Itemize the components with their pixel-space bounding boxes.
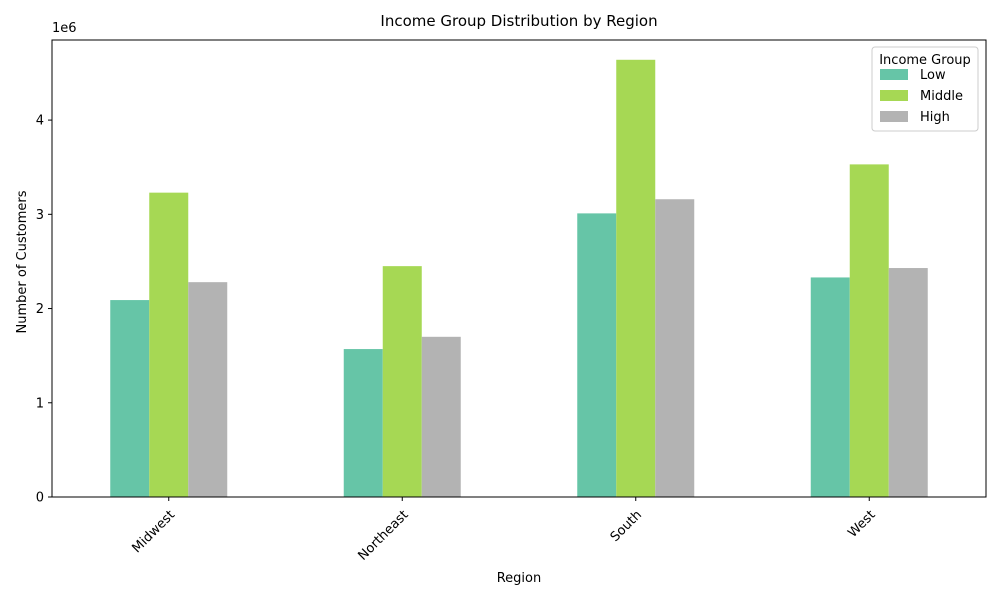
bar-middle-midwest [149,192,189,497]
bar-middle-northeast [382,266,422,497]
y-tick-label: 1 [36,396,44,411]
legend-swatch-low [880,69,908,80]
bar-middle-south [616,59,656,497]
y-axis-label: Number of Customers [15,190,30,333]
plot-frame [51,39,987,498]
x-tick-label: West [845,508,878,541]
legend-swatch-middle [880,90,908,101]
y-tick-label: 2 [36,302,44,317]
legend-label-low: Low [920,68,946,83]
axes-layer [51,39,987,498]
legend-box [871,46,979,132]
legend-swatch-high [880,111,908,122]
y-tick-label: 4 [36,114,44,129]
bar-low-south [577,213,617,497]
x-axis-label: Region [497,571,542,586]
bar-high-midwest [188,282,228,497]
bar-low-midwest [110,300,150,497]
bar-low-northeast [343,349,383,497]
chart-title: Income Group Distribution by Region [380,12,657,30]
x-tick-label: South [608,508,645,545]
legend-label-middle: Middle [920,89,963,104]
x-tick-label: Northeast [356,508,412,564]
bar-low-west [810,277,850,497]
y-tick-label: 3 [36,208,44,223]
y-tick-label: 0 [36,491,44,506]
y-multiplier-label: 1e6 [52,21,77,36]
bar-high-south [655,199,695,498]
bar-high-northeast [421,336,461,497]
bar-high-west [888,268,928,497]
bar-middle-west [849,164,889,497]
legend-label-high: High [920,110,950,125]
x-tick-label: Midwest [130,508,179,557]
bars-layer [110,59,928,498]
legend-title: Income Group [879,53,971,68]
